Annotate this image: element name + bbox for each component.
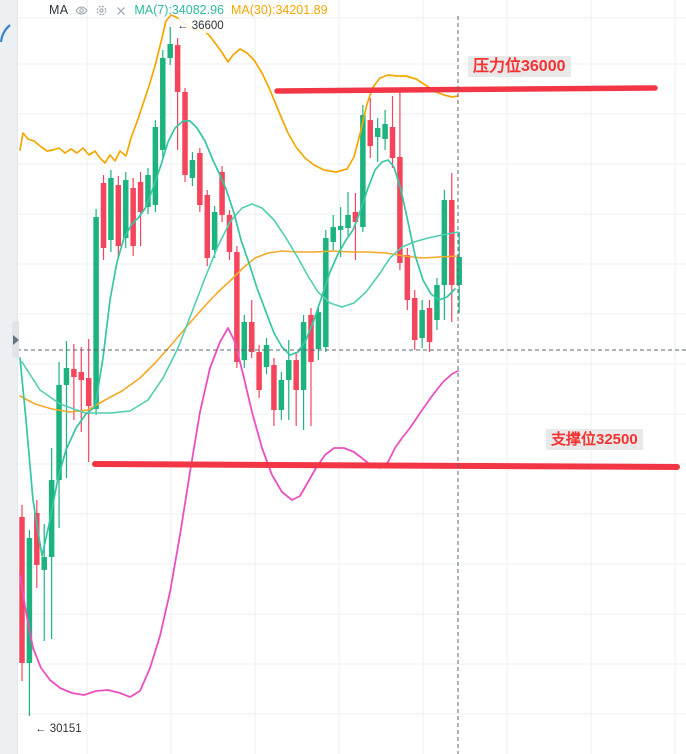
visibility-eye-icon[interactable] — [75, 4, 88, 17]
candle-body — [456, 256, 462, 286]
candle-body — [63, 367, 70, 385]
candle-body — [226, 214, 233, 253]
high-price-marker: ← 36600 — [175, 19, 226, 33]
candle-body — [234, 252, 240, 362]
candle-body — [189, 160, 196, 178]
candle-body — [26, 537, 33, 664]
indicator-legend: MA MA(7):34082.96 MA(30):34201.89 — [49, 3, 328, 18]
candle-body — [197, 152, 203, 206]
candle-body — [211, 211, 218, 251]
candle-body — [115, 185, 122, 247]
support-annotation-label[interactable]: 支撑位32500 — [546, 429, 643, 450]
candle-body — [441, 199, 448, 286]
candle-body — [71, 369, 77, 378]
candle-body — [174, 45, 181, 92]
candle-body — [382, 124, 388, 139]
candle-body — [286, 360, 292, 380]
candle-body — [315, 312, 322, 350]
candle-body — [152, 127, 159, 206]
candle-body — [397, 156, 403, 263]
slow-teal-ma-line — [21, 203, 459, 414]
candle-body — [271, 364, 277, 410]
candle-body — [367, 120, 374, 147]
ma7-legend-value: MA(7):34082.96 — [134, 3, 224, 17]
resistance-annotation-label[interactable]: 压力位36000 — [468, 56, 571, 77]
candle-body — [389, 127, 396, 158]
candle-body — [248, 322, 255, 353]
candle-body — [182, 91, 188, 175]
candle-body — [204, 194, 210, 259]
low-price-marker: ← 30151 — [33, 722, 84, 736]
candle-body — [263, 344, 270, 368]
candle-body — [56, 384, 62, 480]
indicator-group-label: MA — [49, 3, 69, 17]
candle-body — [300, 322, 307, 390]
candle-body — [78, 372, 85, 381]
candle-body — [145, 174, 151, 208]
candle-body — [34, 512, 40, 565]
candle-body — [419, 310, 425, 339]
candle-body — [160, 57, 166, 150]
candle-body — [308, 314, 314, 362]
candle-body — [434, 285, 440, 320]
settings-gear-icon[interactable] — [95, 4, 108, 17]
candle-body — [85, 378, 92, 407]
candle-body — [323, 238, 329, 348]
candle-body — [360, 115, 366, 228]
support-trendline[interactable] — [92, 461, 680, 470]
candle-body — [137, 181, 144, 212]
boll-lower-magenta-line — [19, 327, 459, 698]
candle-body — [404, 255, 411, 301]
candle-body — [41, 557, 47, 570]
candle-body — [241, 322, 248, 361]
candle-body — [278, 379, 285, 410]
drawing-tool-fragment-icon — [0, 24, 11, 43]
candle-body — [108, 177, 114, 240]
collapsed-side-panel — [0, 0, 18, 754]
candle-body — [293, 360, 299, 390]
resistance-trendline[interactable] — [274, 85, 658, 94]
candle-body — [93, 216, 99, 410]
candle-body — [449, 199, 455, 286]
ma30-legend-value: MA(30):34201.89 — [231, 3, 328, 17]
candle-body — [256, 352, 262, 390]
slow-orange-ma-line — [19, 250, 459, 413]
candle-body — [122, 180, 129, 239]
candle-body — [219, 171, 225, 215]
candle-body — [330, 227, 336, 242]
close-x-icon[interactable] — [115, 5, 127, 17]
candle-body — [100, 183, 107, 248]
candle-body — [130, 188, 136, 247]
candle-body — [345, 214, 351, 228]
candle-body — [411, 297, 418, 340]
candle-body — [426, 308, 433, 343]
panel-expand-arrow-icon — [13, 335, 19, 345]
candle-body — [337, 225, 344, 230]
candle-body — [167, 43, 173, 58]
ma7-teal-line — [19, 120, 456, 557]
candle-body — [374, 127, 381, 137]
candle-body — [352, 211, 359, 223]
candle-body — [48, 479, 55, 558]
